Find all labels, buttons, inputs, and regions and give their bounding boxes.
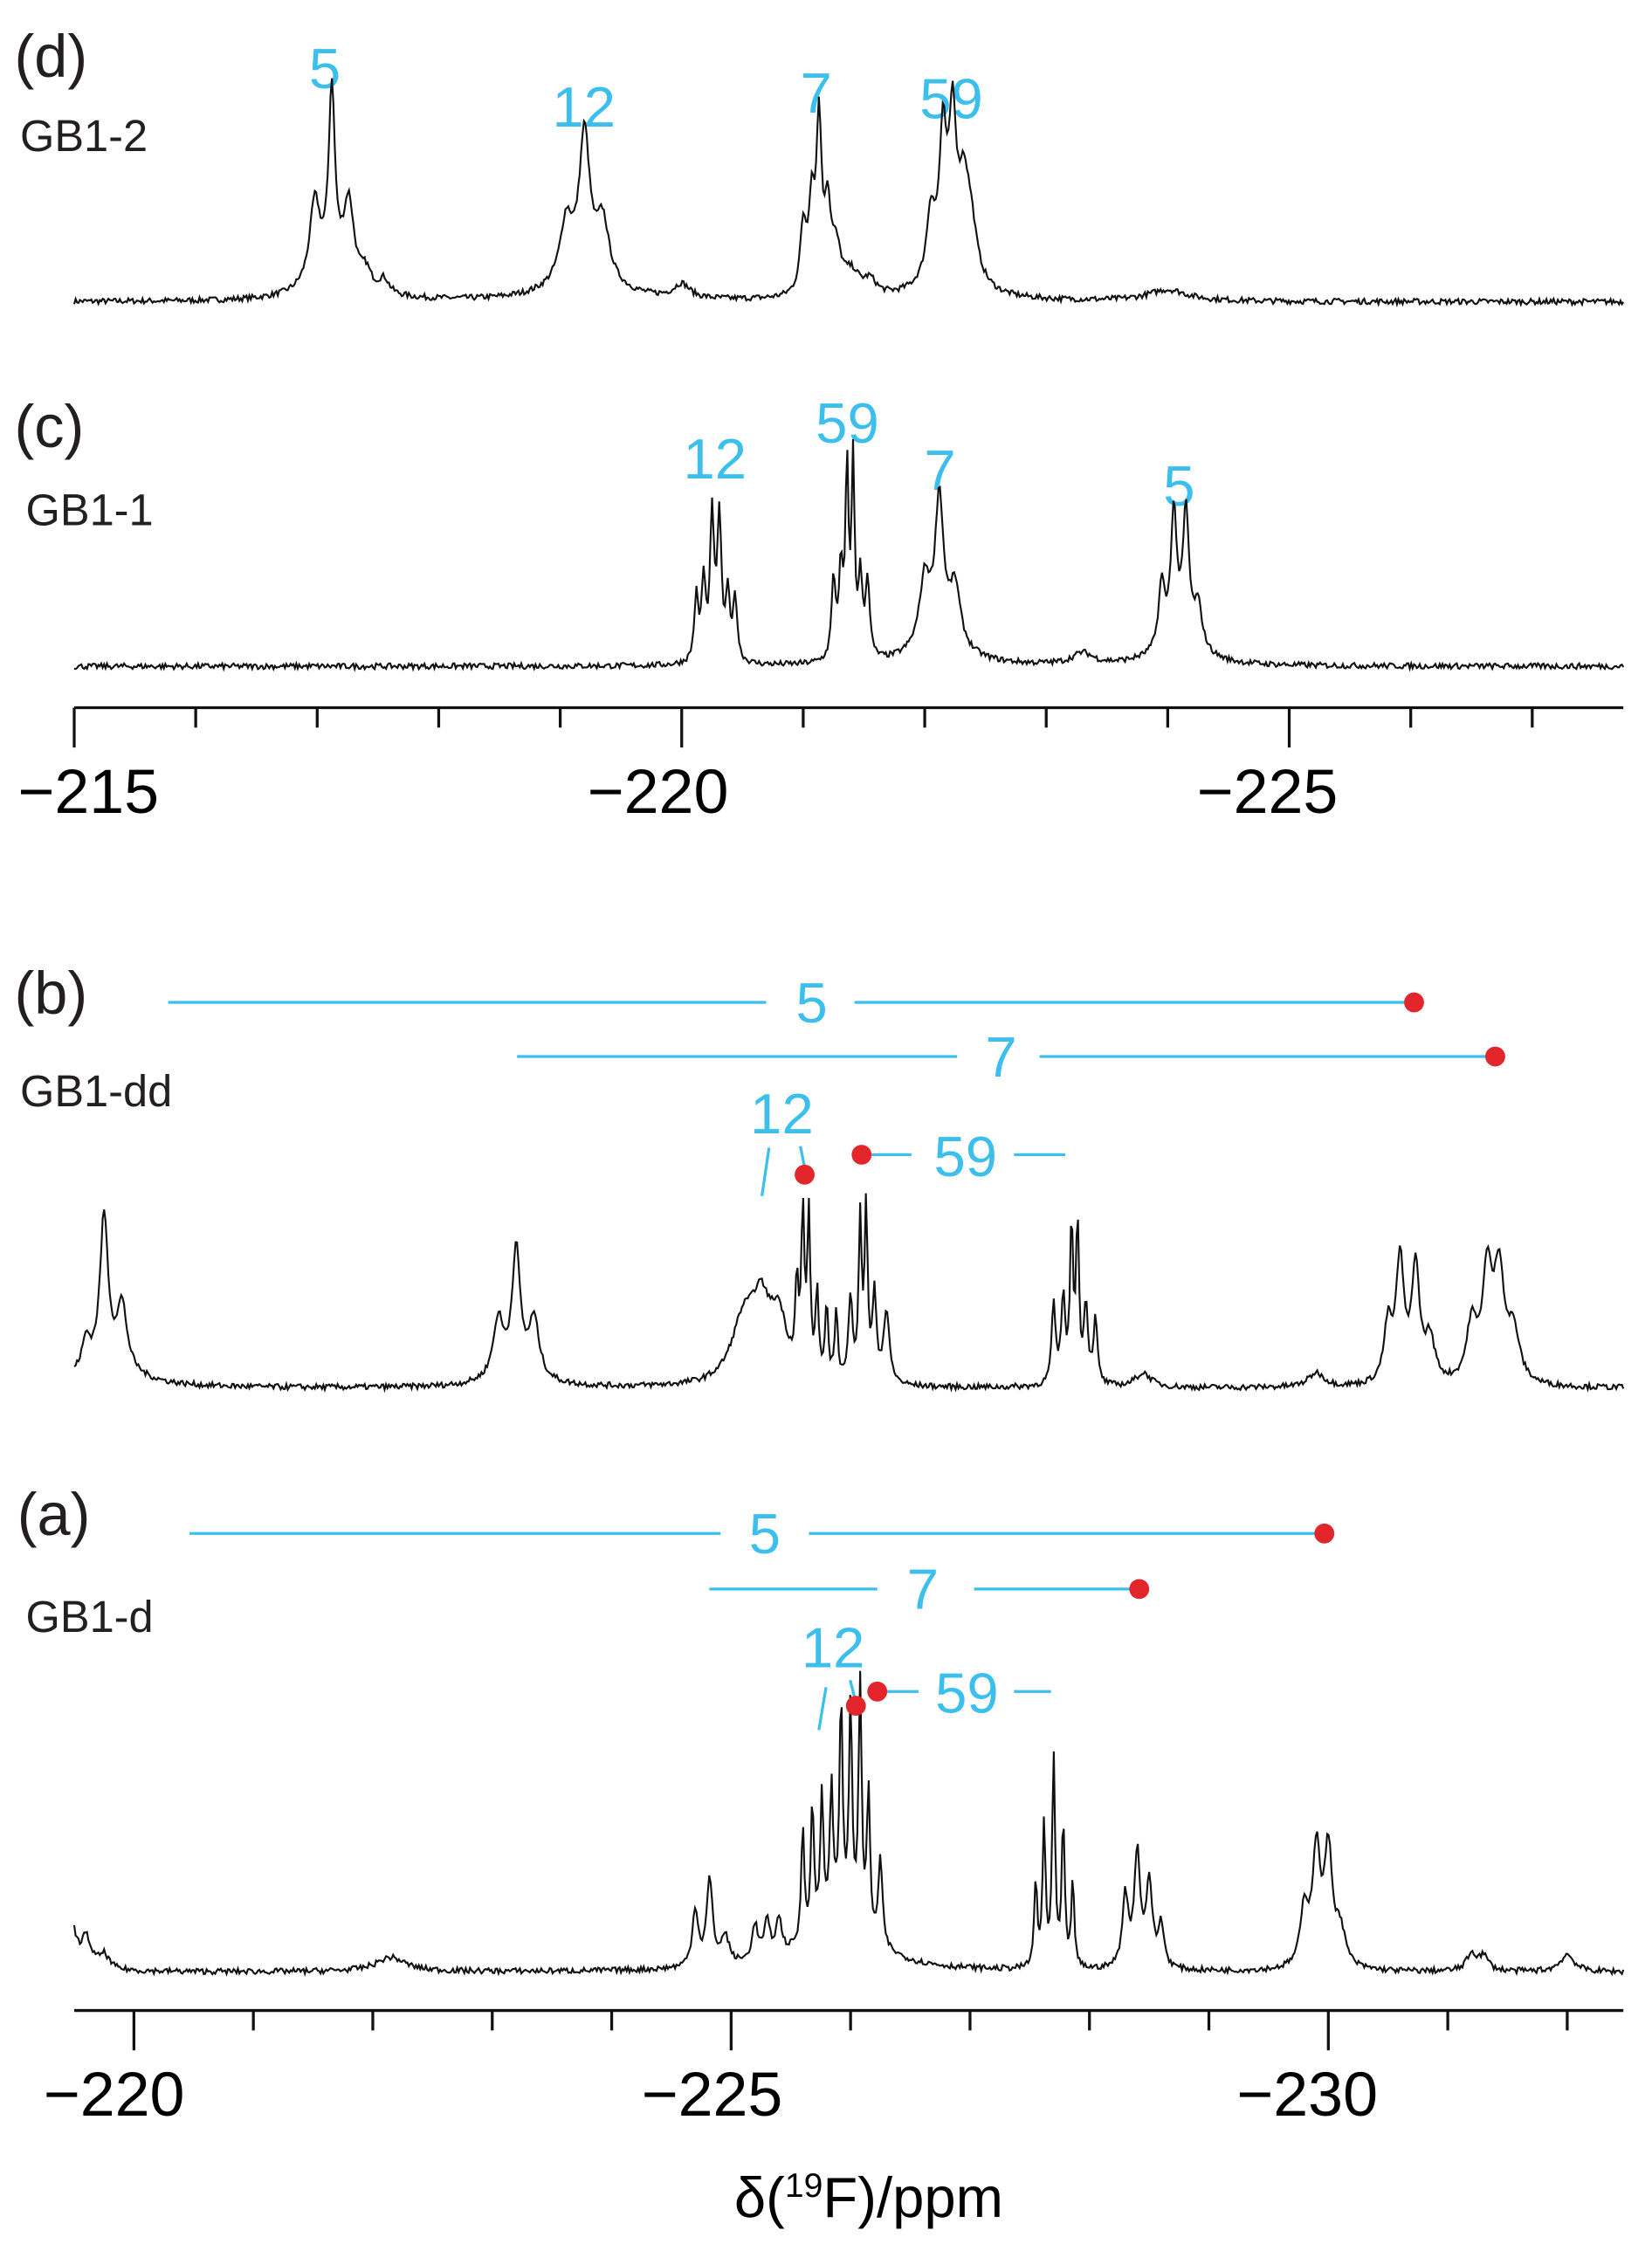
tick-label: −215 <box>17 757 159 827</box>
panel-label-a: (a) <box>17 1481 91 1548</box>
x-axis-top <box>72 706 1624 748</box>
sample-name-d: GB1-2 <box>20 111 148 161</box>
peak-label: 59 <box>816 391 879 455</box>
correlations-a: 5 7 12 59 <box>189 1502 1335 1731</box>
peak-label: 7 <box>800 61 831 125</box>
sample-name-c: GB1-1 <box>26 485 154 535</box>
peak-label: 5 <box>1163 454 1194 518</box>
correlations-b: 5 7 12 59 <box>168 971 1505 1197</box>
correlation-dot <box>1129 1579 1150 1600</box>
sample-name-a: GB1-d <box>26 1592 154 1642</box>
tick-label: −225 <box>1197 757 1339 827</box>
correlation-label: 59 <box>934 1125 998 1188</box>
correlation-label: 7 <box>907 1558 939 1621</box>
correlation-line-12 <box>799 1146 807 1168</box>
peak-label: 12 <box>684 427 747 491</box>
correlation-label: 12 <box>750 1082 814 1146</box>
spectrum-d <box>72 78 1625 308</box>
correlation-line-12 <box>817 1687 828 1731</box>
tick-label: −225 <box>642 2060 783 2130</box>
x-axis-title: δ(19F)/ppm <box>734 2165 1003 2229</box>
correlation-label: 12 <box>802 1616 865 1680</box>
panel-label-b: (b) <box>14 960 87 1027</box>
panel-label-d: (d) <box>14 23 87 90</box>
spectrum-b <box>73 1193 1625 1394</box>
panel-label-c: (c) <box>14 393 84 460</box>
correlation-label: 7 <box>985 1025 1016 1089</box>
spectrum-a <box>72 1670 1625 1978</box>
tick-label: −220 <box>44 2060 185 2130</box>
correlation-label: 5 <box>796 971 828 1035</box>
correlation-label: 5 <box>749 1502 781 1566</box>
sample-name-b: GB1-dd <box>20 1066 172 1116</box>
spectrum-c <box>73 438 1625 672</box>
correlation-dot <box>845 1696 866 1717</box>
correlation-dot <box>1314 1523 1335 1544</box>
correlation-line-12 <box>761 1147 771 1197</box>
correlation-dot <box>1485 1046 1505 1067</box>
tick-label: −220 <box>588 757 729 827</box>
correlation-dot <box>851 1145 872 1165</box>
tick-label: −230 <box>1236 2060 1378 2130</box>
peak-label: 5 <box>309 37 341 100</box>
correlation-line-12 <box>849 1679 857 1698</box>
correlation-dot <box>795 1164 815 1185</box>
correlation-dot <box>867 1681 888 1702</box>
correlation-label: 59 <box>935 1662 999 1725</box>
x-axis-bottom <box>73 2008 1624 2051</box>
correlation-dot <box>1404 992 1424 1013</box>
